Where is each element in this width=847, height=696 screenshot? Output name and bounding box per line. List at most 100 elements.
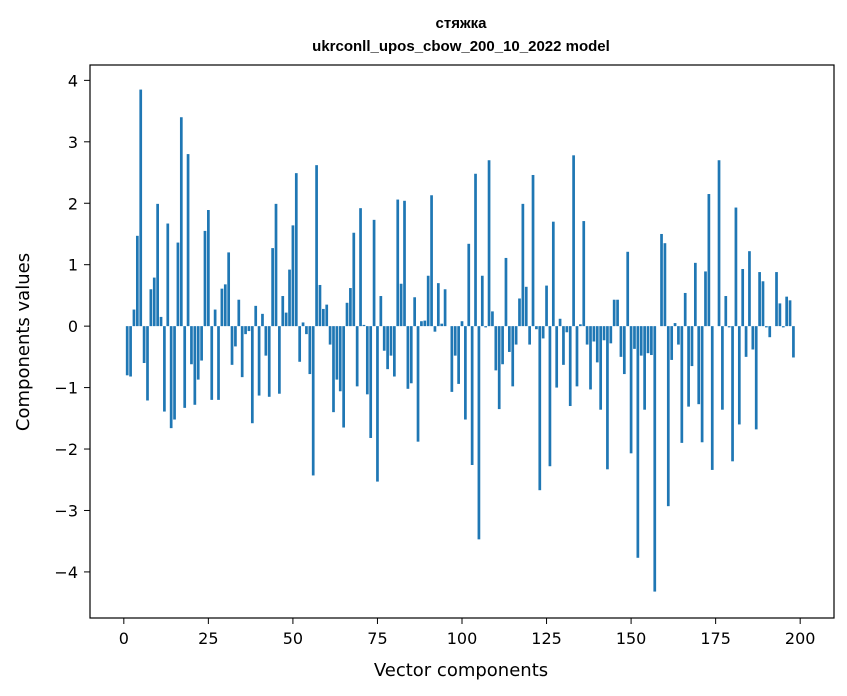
bar xyxy=(531,174,535,327)
bar xyxy=(704,271,707,327)
bar xyxy=(575,326,579,387)
chart-title: стяжка xyxy=(436,15,488,32)
bar xyxy=(426,275,430,327)
bar xyxy=(697,326,701,405)
bar xyxy=(240,326,244,378)
bar xyxy=(467,243,471,327)
bar xyxy=(156,203,159,327)
bar xyxy=(264,326,268,356)
bar xyxy=(612,299,616,327)
bar xyxy=(501,326,504,365)
bar xyxy=(173,326,176,420)
bar xyxy=(599,326,603,410)
bar xyxy=(132,309,136,327)
bar xyxy=(511,326,515,387)
x-tick-label: 100 xyxy=(447,629,478,648)
bar xyxy=(254,305,258,327)
y-tick-label: 2 xyxy=(68,194,78,213)
x-axis-ticks: 0 25 50 75 100 125 150 175 200 xyxy=(119,618,815,648)
bar xyxy=(443,289,447,327)
bar xyxy=(393,326,396,377)
bar xyxy=(423,320,427,327)
bar xyxy=(744,326,748,357)
bar xyxy=(365,326,369,395)
bar xyxy=(731,326,734,462)
bar xyxy=(518,298,521,327)
bar xyxy=(335,326,339,380)
bar xyxy=(409,326,413,384)
bar xyxy=(349,288,352,327)
bar xyxy=(288,269,291,327)
bar xyxy=(284,312,288,327)
bar xyxy=(778,303,782,327)
bar xyxy=(582,221,586,327)
x-tick-label: 150 xyxy=(616,629,647,648)
bar xyxy=(765,326,768,328)
bar xyxy=(142,326,146,364)
bar xyxy=(551,221,555,327)
bar xyxy=(616,299,619,327)
bar xyxy=(683,292,687,327)
bar xyxy=(223,284,227,327)
bar xyxy=(433,326,437,332)
bar xyxy=(663,243,667,327)
bar xyxy=(436,283,440,327)
bar xyxy=(332,326,335,413)
bar xyxy=(321,308,325,327)
bar xyxy=(568,326,572,407)
bar xyxy=(403,200,406,327)
bar xyxy=(629,326,633,454)
bar xyxy=(541,326,545,339)
bar xyxy=(734,207,738,327)
bar xyxy=(528,326,531,345)
bar xyxy=(278,326,281,394)
chart-subtitle: ukrconll_upos_cbow_200_10_2022 model xyxy=(312,38,610,55)
bar xyxy=(244,326,247,335)
bar xyxy=(430,195,433,327)
bar xyxy=(524,286,528,327)
bar xyxy=(646,326,650,354)
y-axis-label: Components values xyxy=(13,253,34,431)
bar xyxy=(673,323,677,327)
bar xyxy=(159,316,163,327)
y-tick-label: 3 xyxy=(68,133,78,152)
bar xyxy=(565,326,569,333)
x-tick-label: 175 xyxy=(700,629,731,648)
bar xyxy=(589,326,592,390)
bar xyxy=(788,300,792,327)
bar xyxy=(355,326,359,387)
bar xyxy=(721,326,724,410)
bar xyxy=(609,326,613,344)
bar xyxy=(359,208,362,327)
bar xyxy=(521,203,525,327)
bar xyxy=(555,326,559,388)
bar xyxy=(267,326,271,397)
bar xyxy=(579,324,582,327)
bar xyxy=(294,173,298,327)
bar xyxy=(470,326,474,465)
bar xyxy=(227,252,231,327)
y-tick-label: −4 xyxy=(54,563,78,582)
bar xyxy=(727,326,731,328)
bar xyxy=(125,326,129,376)
bar xyxy=(636,326,640,558)
bar xyxy=(785,296,789,327)
bar xyxy=(792,326,795,358)
bar xyxy=(305,326,308,335)
bar xyxy=(369,326,373,438)
y-tick-label: −2 xyxy=(54,440,78,459)
bar xyxy=(250,326,254,424)
y-axis-ticks: −4 −3 −2 −1 0 1 2 3 4 xyxy=(54,71,90,582)
bar xyxy=(619,326,623,357)
bar xyxy=(758,272,761,327)
bar xyxy=(592,326,596,342)
x-tick-label: 50 xyxy=(283,629,303,648)
bar xyxy=(653,326,657,592)
bar xyxy=(376,326,379,482)
bar xyxy=(200,326,203,361)
bar xyxy=(352,232,356,327)
bar xyxy=(548,326,552,467)
bar xyxy=(135,235,139,327)
bar xyxy=(626,251,630,327)
